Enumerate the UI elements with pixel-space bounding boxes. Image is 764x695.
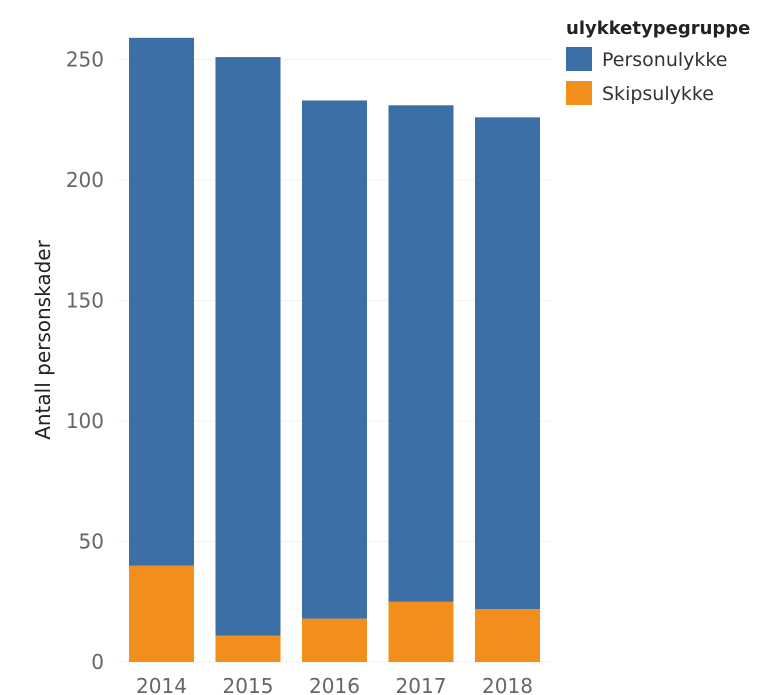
- y-tick-label: 0: [91, 650, 104, 674]
- legend-label-skipsulykke: Skipsulykke: [602, 83, 714, 105]
- y-tick-label: 150: [66, 289, 104, 313]
- x-axis-ticks: 2014 2015 2016 2017 2018: [136, 674, 533, 695]
- bar-personulykke-2015: [215, 57, 281, 636]
- bar-skipsulykke-2014: [129, 565, 194, 662]
- x-tick-label: 2017: [396, 674, 447, 695]
- bars: [129, 37, 540, 662]
- bar-personulykke-2016: [302, 100, 367, 619]
- bar-skipsulykke-2017: [388, 601, 454, 662]
- x-tick-label: 2015: [223, 674, 274, 695]
- y-tick-label: 200: [66, 168, 104, 192]
- x-tick-label: 2014: [136, 674, 187, 695]
- y-axis-title: Antall personskader: [31, 239, 55, 439]
- bar-skipsulykke-2016: [302, 618, 367, 662]
- legend-label-personulykke: Personulykke: [602, 49, 727, 71]
- bar-personulykke-2014: [129, 37, 194, 566]
- legend: ulykketypegruppe Personulykke Skipsulykke: [566, 18, 750, 105]
- legend-entries: Personulykke Skipsulykke: [566, 47, 727, 105]
- legend-title: ulykketypegruppe: [566, 18, 750, 39]
- y-tick-label: 250: [66, 48, 104, 72]
- y-tick-label: 50: [79, 530, 104, 554]
- y-axis-ticks: 0 50 100 150 200 250: [66, 48, 104, 675]
- bar-personulykke-2017: [388, 105, 454, 602]
- bar-skipsulykke-2018: [475, 608, 540, 662]
- legend-swatch-skipsulykke: [566, 81, 592, 105]
- bar-skipsulykke-2015: [215, 635, 281, 662]
- bar-personulykke-2018: [475, 117, 540, 609]
- x-tick-label: 2016: [309, 674, 360, 695]
- legend-swatch-personulykke: [566, 47, 592, 71]
- x-tick-label: 2018: [482, 674, 533, 695]
- y-tick-label: 100: [66, 409, 104, 433]
